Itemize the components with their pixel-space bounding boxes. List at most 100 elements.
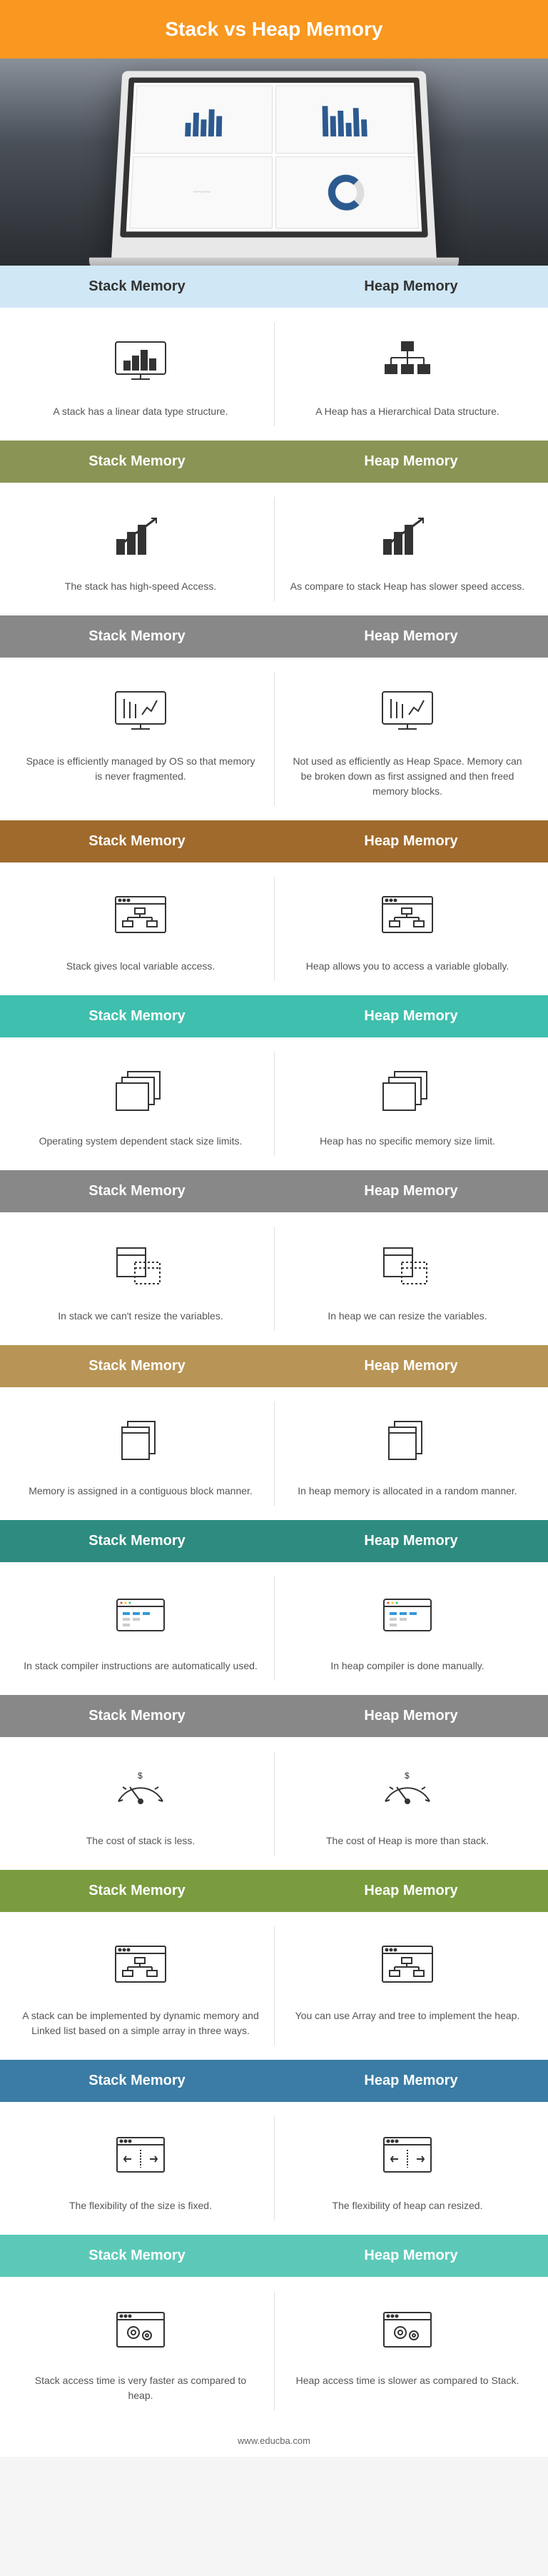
section-header-10: Stack MemoryHeap Memory	[0, 2060, 548, 2102]
section-header-9: Stack MemoryHeap Memory	[0, 1870, 548, 1912]
stack-header: Stack Memory	[0, 453, 274, 470]
chart-up-icon	[281, 504, 534, 568]
heap-cell: Heap allows you to access a variable glo…	[281, 884, 534, 974]
stack-desc: In stack compiler instructions are autom…	[14, 1659, 267, 1674]
heap-desc: Not used as efficiently as Heap Space. M…	[281, 754, 534, 799]
heap-header: Heap Memory	[274, 2073, 548, 2089]
heap-cell: In heap we can resize the variables.	[281, 1234, 534, 1324]
window-tree-icon	[14, 884, 267, 948]
stack-desc: Memory is assigned in a contiguous block…	[14, 1484, 267, 1499]
window-tree-icon	[281, 884, 534, 948]
monitor-bars-icon	[281, 679, 534, 743]
heap-desc: In heap we can resize the variables.	[281, 1309, 534, 1324]
comparison-row-3: Stack gives local variable access. Heap a…	[0, 862, 548, 995]
comparison-row-0: A stack has a linear data type structure…	[0, 308, 548, 441]
heap-cell: You can use Array and tree to implement …	[281, 1933, 534, 2038]
stack-cell: Memory is assigned in a contiguous block…	[14, 1409, 267, 1499]
stack-desc: A stack has a linear data type structure…	[14, 404, 267, 419]
heap-header: Heap Memory	[274, 833, 548, 850]
chart-up-icon	[14, 504, 267, 568]
heap-cell: A Heap has a Hierarchical Data structure…	[281, 329, 534, 419]
section-header-6: Stack MemoryHeap Memory	[0, 1345, 548, 1387]
stack-cell: Operating system dependent stack size li…	[14, 1059, 267, 1149]
heap-desc: Heap access time is slower as compared t…	[281, 2373, 534, 2388]
hero-image: 〰〰〰	[0, 59, 548, 266]
stack-header: Stack Memory	[0, 1883, 274, 1899]
heap-header: Heap Memory	[274, 453, 548, 470]
window-arrows-icon	[281, 2123, 534, 2188]
monitor-chart-icon	[14, 329, 267, 393]
stack-desc: Stack access time is very faster as comp…	[14, 2373, 267, 2403]
footer-url: www.educba.com	[0, 2425, 548, 2457]
stack-desc: The stack has high-speed Access.	[14, 579, 267, 594]
stack-cell: The flexibility of the size is fixed.	[14, 2123, 267, 2213]
window-grid-icon	[14, 1584, 267, 1648]
heap-desc: Heap has no specific memory size limit.	[281, 1134, 534, 1149]
stack-header: Stack Memory	[0, 1008, 274, 1025]
heap-desc: In heap compiler is done manually.	[281, 1659, 534, 1674]
heap-desc: You can use Array and tree to implement …	[281, 2008, 534, 2023]
stack-header: Stack Memory	[0, 833, 274, 850]
stack-header: Stack Memory	[0, 1183, 274, 1199]
stack-header: Stack Memory	[0, 2073, 274, 2089]
stack-header: Stack Memory	[0, 2248, 274, 2264]
stack-cell: In stack compiler instructions are autom…	[14, 1584, 267, 1674]
hierarchy-icon	[281, 329, 534, 393]
heap-cell: Not used as efficiently as Heap Space. M…	[281, 679, 534, 799]
heap-desc: The flexibility of heap can resized.	[281, 2198, 534, 2213]
section-header-1: Stack MemoryHeap Memory	[0, 441, 548, 483]
heap-cell: The flexibility of heap can resized.	[281, 2123, 534, 2213]
heap-cell: Heap has no specific memory size limit.	[281, 1059, 534, 1149]
stack-desc: Stack gives local variable access.	[14, 959, 267, 974]
heap-header: Heap Memory	[274, 1533, 548, 1549]
window-arrows-icon	[14, 2123, 267, 2188]
resize-window-icon	[281, 1234, 534, 1298]
heap-desc: The cost of Heap is more than stack.	[281, 1833, 534, 1848]
stack-header: Stack Memory	[0, 1708, 274, 1724]
heap-header: Heap Memory	[274, 1183, 548, 1199]
comparison-row-6: Memory is assigned in a contiguous block…	[0, 1387, 548, 1520]
heap-header: Heap Memory	[274, 1358, 548, 1374]
stack-desc: A stack can be implemented by dynamic me…	[14, 2008, 267, 2038]
doc-stack-icon	[14, 1409, 267, 1473]
heap-header: Heap Memory	[274, 1883, 548, 1899]
heap-cell: In heap compiler is done manually.	[281, 1584, 534, 1674]
stack-header: Stack Memory	[0, 628, 274, 645]
section-header-7: Stack MemoryHeap Memory	[0, 1520, 548, 1562]
heap-header: Heap Memory	[274, 1708, 548, 1724]
window-tree-icon	[281, 1933, 534, 1998]
stack-header: Stack Memory	[0, 1533, 274, 1549]
heap-header: Heap Memory	[274, 1008, 548, 1025]
comparison-row-7: In stack compiler instructions are autom…	[0, 1562, 548, 1695]
stack-desc: Space is efficiently managed by OS so th…	[14, 754, 267, 784]
stack-cell: The stack has high-speed Access.	[14, 504, 267, 594]
windows-stack-icon	[281, 1059, 534, 1123]
gauge-icon	[281, 1759, 534, 1823]
section-header-8: Stack MemoryHeap Memory	[0, 1695, 548, 1737]
window-tree-icon	[14, 1933, 267, 1998]
section-header-4: Stack MemoryHeap Memory	[0, 995, 548, 1037]
stack-desc: In stack we can't resize the variables.	[14, 1309, 267, 1324]
comparison-row-5: In stack we can't resize the variables. I…	[0, 1212, 548, 1345]
stack-header: Stack Memory	[0, 1358, 274, 1374]
section-header-0: Stack MemoryHeap Memory	[0, 266, 548, 308]
resize-window-icon	[14, 1234, 267, 1298]
stack-cell: Space is efficiently managed by OS so th…	[14, 679, 267, 799]
section-header-11: Stack MemoryHeap Memory	[0, 2235, 548, 2277]
heap-desc: Heap allows you to access a variable glo…	[281, 959, 534, 974]
heap-cell: Heap access time is slower as compared t…	[281, 2298, 534, 2403]
heap-header: Heap Memory	[274, 628, 548, 645]
comparison-row-11: Stack access time is very faster as comp…	[0, 2277, 548, 2425]
stack-cell: In stack we can't resize the variables.	[14, 1234, 267, 1324]
section-header-5: Stack MemoryHeap Memory	[0, 1170, 548, 1212]
stack-cell: Stack access time is very faster as comp…	[14, 2298, 267, 2403]
title: Stack vs Heap Memory	[0, 0, 548, 59]
gauge-icon	[14, 1759, 267, 1823]
stack-desc: The cost of stack is less.	[14, 1833, 267, 1848]
comparison-row-8: The cost of stack is less. The cost of He…	[0, 1737, 548, 1870]
heap-cell: The cost of Heap is more than stack.	[281, 1759, 534, 1848]
heap-cell: In heap memory is allocated in a random …	[281, 1409, 534, 1499]
windows-stack-icon	[14, 1059, 267, 1123]
stack-desc: The flexibility of the size is fixed.	[14, 2198, 267, 2213]
window-gears-icon	[14, 2298, 267, 2363]
